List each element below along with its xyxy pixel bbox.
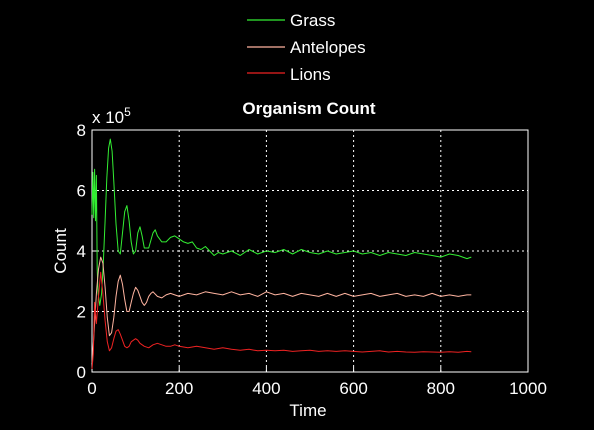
- axis-ticks: 0 200 400 600 800 1000 0 2 4 6 8: [77, 121, 547, 398]
- y-axis-multiplier: x 105: [92, 105, 131, 127]
- x-tick-label: 400: [252, 379, 280, 398]
- plot-area: 0 200 400 600 800 1000 0 2 4 6 8: [77, 121, 547, 398]
- legend: Grass Antelopes Lions: [247, 11, 366, 84]
- legend-label-antelopes: Antelopes: [290, 38, 366, 57]
- x-axis-label: Time: [289, 401, 326, 420]
- y-tick-label: 0: [77, 363, 86, 382]
- x-tick-label: 0: [87, 379, 96, 398]
- series-line-grass: [91, 138, 472, 306]
- y-tick-label: 6: [77, 182, 86, 201]
- x-tick-label: 200: [165, 379, 193, 398]
- chart-title: Organism Count: [242, 99, 376, 118]
- legend-label-grass: Grass: [290, 11, 335, 30]
- y-tick-label: 2: [77, 303, 86, 322]
- series-lines: [91, 138, 472, 370]
- y-tick-label: 4: [77, 242, 86, 261]
- legend-label-lions: Lions: [290, 65, 331, 84]
- gridlines: [92, 130, 528, 372]
- y-tick-label: 8: [77, 121, 86, 140]
- y-multiplier-text: x 10: [92, 108, 124, 127]
- x-tick-label: 800: [427, 379, 455, 398]
- x-tick-label: 600: [339, 379, 367, 398]
- x-tick-label: 1000: [509, 379, 547, 398]
- series-line-lions: [91, 271, 472, 370]
- y-exponent-text: 5: [124, 105, 131, 119]
- series-line-antelopes: [91, 256, 472, 363]
- y-axis-label: Count: [51, 228, 70, 274]
